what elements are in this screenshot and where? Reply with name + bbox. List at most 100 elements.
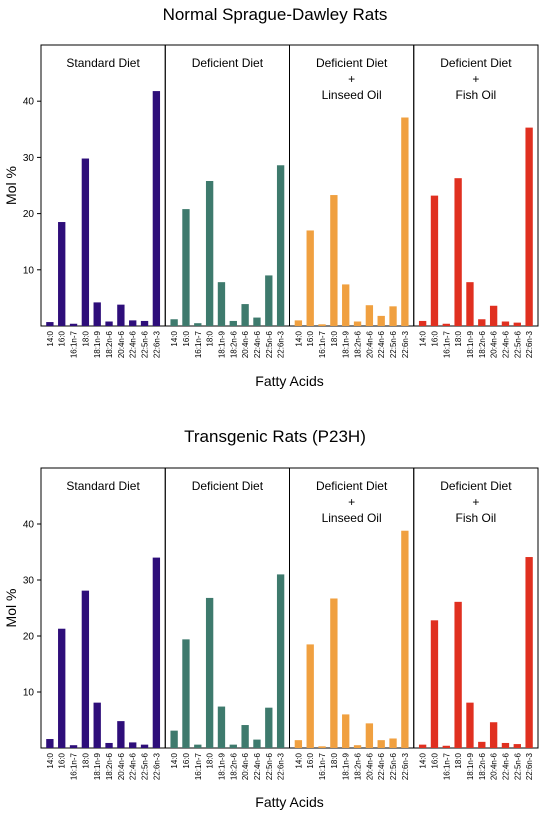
x-tick-label: 18:1n-9 <box>342 752 351 780</box>
panel-standard-diet: Standard Diet 14:0 16:0 16:1n-7 18:0 18:1n-9 1… <box>40 467 166 780</box>
bar-18-1n-9 <box>93 302 101 326</box>
chart-title: Transgenic Rats (P23H) <box>184 427 366 446</box>
bar-20-4n-6 <box>117 304 125 326</box>
x-tick-label: 22:4n-6 <box>377 330 386 358</box>
x-tick-label: 14:0 <box>46 752 55 768</box>
bar-14-0 <box>170 319 178 326</box>
x-tick-label: 16:0 <box>58 752 67 768</box>
x-tick-label: 18:1n-9 <box>466 752 475 780</box>
x-tick-label: 22:5n-6 <box>389 330 398 358</box>
x-tick-label: 16:0 <box>430 330 439 346</box>
panel-title: Fish Oil <box>456 88 497 102</box>
x-tick-label: 16:0 <box>306 752 315 768</box>
panel-title: Deficient Diet <box>316 479 388 493</box>
x-tick-label: 22:4n-6 <box>129 330 138 358</box>
x-tick-label: 14:0 <box>170 752 179 768</box>
bar-16-1n-7 <box>69 323 78 326</box>
panel-title: Deficient Diet <box>316 56 388 70</box>
x-tick-label: 14:0 <box>46 330 55 346</box>
bar-22-6n-3 <box>525 557 533 748</box>
panel-title: Deficient Diet <box>440 56 512 70</box>
x-tick-label: 18:2n-6 <box>478 330 487 358</box>
bar-20-4n-6 <box>117 721 125 748</box>
bar-22-5n-6 <box>265 275 273 326</box>
bar-22-5n-6 <box>265 707 273 748</box>
bar-22-5n-6 <box>513 322 521 326</box>
y-tick-label: 30 <box>23 576 35 587</box>
bar-18-2n-6 <box>229 744 237 748</box>
bar-18-2n-6 <box>353 321 362 326</box>
x-tick-label: 18:2n-6 <box>105 330 114 358</box>
panel-deficient-diet: Deficient Diet 14:0 16:0 16:1n-7 18:0 18:1n-9… <box>164 467 290 780</box>
bar-18-2n-6 <box>105 321 113 326</box>
y-tick-label: 20 <box>23 632 35 643</box>
x-tick-label: 18:2n-6 <box>229 752 238 780</box>
x-tick-label: 18:0 <box>454 752 463 768</box>
x-tick-label: 22:5n-6 <box>389 752 398 780</box>
bar-18-1n-9 <box>342 714 350 748</box>
panel-title: Fish Oil <box>456 511 497 525</box>
x-tick-label: 16:1n-7 <box>318 330 327 358</box>
panel-title: Deficient Diet <box>192 479 264 493</box>
bar-18-2n-6 <box>229 320 237 326</box>
y-tick-label: 20 <box>23 209 35 220</box>
x-tick-label: 22:6n-3 <box>277 752 286 780</box>
x-tick-label: 22:5n-6 <box>265 330 274 358</box>
x-tick-label: 14:0 <box>170 330 179 346</box>
y-tick-label: 10 <box>23 688 35 699</box>
x-tick-label: 20:4n-6 <box>117 752 126 780</box>
x-tick-label: 16:1n-7 <box>70 752 79 780</box>
x-tick-label: 14:0 <box>294 752 303 768</box>
bar-22-6n-3 <box>276 165 285 326</box>
bar-22-4n-6 <box>253 317 261 326</box>
bar-22-6n-3 <box>152 91 161 326</box>
x-tick-label: 18:0 <box>206 752 215 768</box>
bar-16-0 <box>306 230 314 326</box>
bar-20-4n-6 <box>365 305 374 326</box>
x-tick-label: 22:5n-6 <box>265 752 274 780</box>
bar-16-0 <box>182 209 190 326</box>
x-tick-label: 16:1n-7 <box>318 752 327 780</box>
panel-title: + <box>348 495 355 509</box>
panel-standard-diet: Standard Diet 14:0 16:0 16:1n-7 18:0 18:1n-9 1… <box>40 44 166 358</box>
x-tick-label: 22:6n-3 <box>525 752 534 780</box>
bar-16-0 <box>58 628 66 748</box>
x-tick-label: 18:0 <box>206 330 215 346</box>
bar-22-6n-3 <box>401 117 409 326</box>
panel-title: Linseed Oil <box>322 88 382 102</box>
x-tick-label: 18:2n-6 <box>478 752 487 780</box>
bar-18-1n-9 <box>217 282 226 326</box>
x-tick-label: 18:1n-9 <box>93 752 102 780</box>
bar-16-1n-7 <box>442 323 450 326</box>
x-tick-label: 18:1n-9 <box>217 752 226 780</box>
x-tick-label: 20:4n-6 <box>365 752 374 780</box>
x-tick-label: 22:4n-6 <box>501 330 510 358</box>
bar-14-0 <box>294 740 303 748</box>
bar-16-1n-7 <box>318 324 326 326</box>
x-tick-label: 20:4n-6 <box>490 330 499 358</box>
bar-18-1n-9 <box>466 282 474 326</box>
x-tick-label: 16:1n-7 <box>442 330 451 358</box>
panel-title: + <box>472 495 479 509</box>
bar-14-0 <box>294 320 303 326</box>
bar-20-4n-6 <box>365 723 374 748</box>
x-tick-label: 22:5n-6 <box>513 752 522 780</box>
x-axis-label: Fatty Acids <box>255 373 323 389</box>
bar-18-0 <box>81 590 90 748</box>
panel-title: Standard Diet <box>66 56 140 70</box>
bar-20-4n-6 <box>241 304 249 326</box>
bar-16-0 <box>182 639 190 748</box>
panel-deficient-diet: Deficient Diet 14:0 16:0 16:1n-7 18:0 18:1n-9… <box>164 44 290 358</box>
x-tick-label: 14:0 <box>419 752 428 768</box>
x-tick-label: 18:1n-9 <box>342 330 351 358</box>
panel-title: + <box>348 72 355 86</box>
x-tick-label: 16:0 <box>182 752 191 768</box>
y-axis-label: Mol % <box>3 589 19 628</box>
bar-16-1n-7 <box>69 745 78 748</box>
x-tick-label: 22:6n-3 <box>401 330 410 358</box>
bar-18-1n-9 <box>466 702 474 748</box>
x-tick-label: 16:1n-7 <box>70 330 79 358</box>
bar-18-2n-6 <box>105 742 113 748</box>
